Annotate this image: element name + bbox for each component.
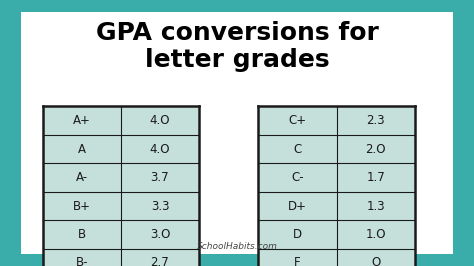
Text: B: B — [78, 228, 86, 241]
Text: 2.3: 2.3 — [366, 114, 385, 127]
Text: A: A — [78, 143, 86, 156]
Text: A+: A+ — [73, 114, 91, 127]
Text: 3.7: 3.7 — [151, 171, 169, 184]
Text: 4.O: 4.O — [150, 114, 170, 127]
Text: 1.3: 1.3 — [366, 200, 385, 213]
Text: 1.O: 1.O — [365, 228, 386, 241]
Text: D: D — [293, 228, 302, 241]
Text: F: F — [294, 256, 301, 266]
Text: C: C — [293, 143, 301, 156]
Bar — [43, 106, 199, 266]
Text: B-: B- — [75, 256, 88, 266]
Text: 2.7: 2.7 — [151, 256, 169, 266]
Text: GPA conversions for
letter grades: GPA conversions for letter grades — [96, 21, 378, 72]
Text: A-: A- — [76, 171, 88, 184]
Text: 4.O: 4.O — [150, 143, 170, 156]
Text: 3.O: 3.O — [150, 228, 170, 241]
Text: D+: D+ — [288, 200, 307, 213]
Text: B+: B+ — [73, 200, 91, 213]
Text: 3.3: 3.3 — [151, 200, 169, 213]
Bar — [258, 106, 415, 266]
Text: C+: C+ — [288, 114, 307, 127]
Text: O: O — [371, 256, 380, 266]
Text: SchoolHabits.com: SchoolHabits.com — [197, 242, 277, 251]
Text: 1.7: 1.7 — [366, 171, 385, 184]
Text: C-: C- — [291, 171, 304, 184]
Text: 2.O: 2.O — [365, 143, 386, 156]
